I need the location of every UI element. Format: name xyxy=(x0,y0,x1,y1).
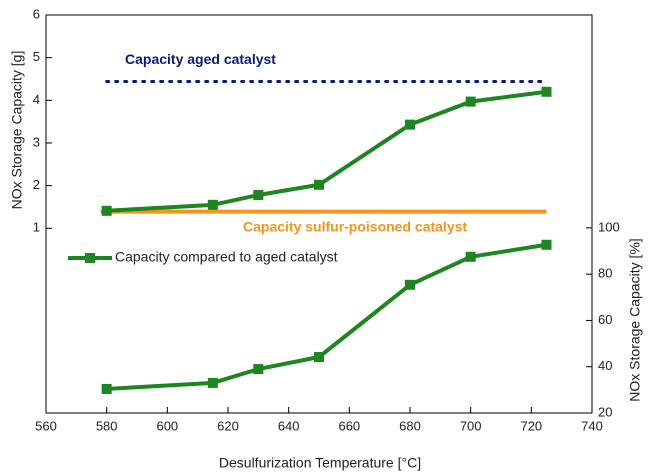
marker xyxy=(465,251,476,262)
y2-tick-label: 20 xyxy=(598,404,612,419)
y2-tick-label: 60 xyxy=(598,312,612,327)
y-tick-label: 5 xyxy=(33,49,40,64)
y-axis-label: NOx Storage Capacity [g] xyxy=(9,51,25,210)
marker xyxy=(101,383,112,394)
legend-label: Capacity compared to aged catalyst xyxy=(115,249,338,265)
marker xyxy=(314,179,324,190)
marker xyxy=(101,205,112,216)
x-tick-label: 560 xyxy=(35,418,57,433)
reference-label: Capacity aged catalyst xyxy=(125,51,276,67)
y2-tick-label: 40 xyxy=(598,358,612,373)
marker xyxy=(207,199,218,210)
marker xyxy=(314,352,324,363)
plot-frame xyxy=(45,14,593,414)
x-tick-label: 600 xyxy=(156,418,178,433)
y-tick-label: 2 xyxy=(33,177,40,192)
x-tick-label: 580 xyxy=(96,418,118,433)
y2-tick-label: 100 xyxy=(598,219,620,234)
y-tick-label: 4 xyxy=(33,92,40,107)
marker xyxy=(253,364,264,375)
marker xyxy=(207,377,218,388)
y2-tick-label: 80 xyxy=(598,266,612,281)
x-tick-label: 620 xyxy=(217,418,239,433)
marker xyxy=(405,119,415,130)
y-tick-label: 6 xyxy=(33,6,40,21)
y2-axis-label: NOx Storage Capacity [%] xyxy=(627,238,643,401)
x-tick-label: 700 xyxy=(460,418,482,433)
y-tick-label: 3 xyxy=(33,134,40,149)
marker xyxy=(405,279,415,290)
series-line xyxy=(106,242,547,391)
x-tick-label: 740 xyxy=(581,418,603,433)
reference-label: Capacity sulfur-poisoned catalyst xyxy=(243,218,467,234)
legend-marker xyxy=(85,253,95,263)
x-tick-label: 660 xyxy=(338,418,360,433)
y-tick-label: 1 xyxy=(33,220,40,235)
x-tick-label: 680 xyxy=(399,418,421,433)
series-line xyxy=(106,89,547,213)
marker xyxy=(541,239,552,250)
marker xyxy=(541,86,552,97)
marker xyxy=(465,96,476,107)
x-axis-label: Desulfurization Temperature [°C] xyxy=(219,455,421,471)
x-tick-label: 720 xyxy=(520,418,542,433)
marker xyxy=(253,190,264,201)
x-tick-label: 640 xyxy=(278,418,300,433)
